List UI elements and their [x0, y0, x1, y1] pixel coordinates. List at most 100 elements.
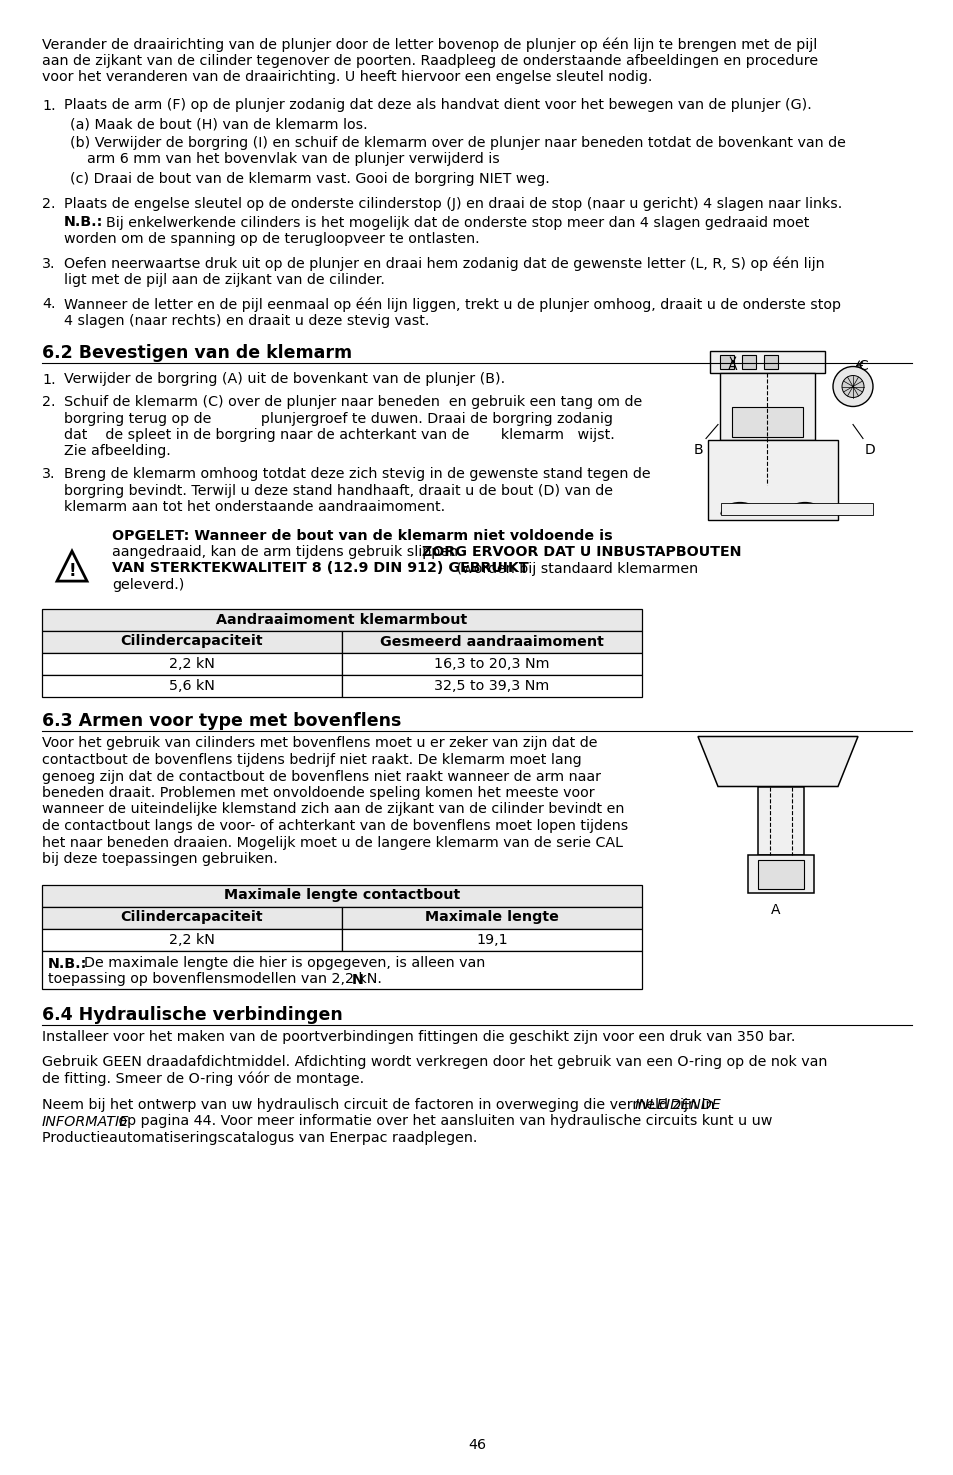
- Text: Schuif de klemarm (C) over de plunjer naar beneden  en gebruik een tang om de: Schuif de klemarm (C) over de plunjer na…: [64, 395, 641, 409]
- Text: 6.3 Armen voor type met bovenflens: 6.3 Armen voor type met bovenflens: [42, 712, 401, 730]
- Text: A: A: [727, 358, 737, 373]
- Text: (c) Draai de bout van de klemarm vast. Gooi de borgring NIET weg.: (c) Draai de bout van de klemarm vast. G…: [70, 173, 549, 186]
- Text: borgring bevindt. Terwijl u deze stand handhaaft, draait u de bout (D) van de: borgring bevindt. Terwijl u deze stand h…: [64, 484, 613, 497]
- Text: 2,2 kN: 2,2 kN: [169, 656, 214, 671]
- Text: 5,6 kN: 5,6 kN: [169, 678, 214, 692]
- Bar: [42, 630, 341, 652]
- Bar: [341, 630, 641, 652]
- Bar: [720, 354, 733, 369]
- Text: (a) Maak de bout (H) van de klemarm los.: (a) Maak de bout (H) van de klemarm los.: [70, 117, 367, 131]
- Text: Voor het gebruik van cilinders met bovenflens moet u er zeker van zijn dat de: Voor het gebruik van cilinders met boven…: [42, 736, 597, 751]
- Text: Aandraaimoment klemarmbout: Aandraaimoment klemarmbout: [216, 612, 467, 627]
- Text: 2.: 2.: [42, 395, 55, 409]
- Text: Plaats de arm (F) op de plunjer zodanig dat deze als handvat dient voor het bewe: Plaats de arm (F) op de plunjer zodanig …: [64, 99, 811, 112]
- Bar: [731, 407, 802, 437]
- Text: Wanneer de letter en de pijl eenmaal op één lijn liggen, trekt u de plunjer omho: Wanneer de letter en de pijl eenmaal op …: [64, 298, 841, 313]
- Text: op pagina 44. Voor meer informatie over het aansluiten van hydraulische circuits: op pagina 44. Voor meer informatie over …: [113, 1115, 772, 1128]
- Text: 32,5 to 39,3 Nm: 32,5 to 39,3 Nm: [434, 678, 549, 692]
- Text: 4 slagen (naar rechts) en draait u deze stevig vast.: 4 slagen (naar rechts) en draait u deze …: [64, 314, 429, 327]
- Text: 2.: 2.: [42, 198, 55, 211]
- Text: de fitting. Smeer de O-ring vóór de montage.: de fitting. Smeer de O-ring vóór de mont…: [42, 1071, 364, 1086]
- Bar: [341, 652, 641, 674]
- Text: 19,1: 19,1: [476, 932, 507, 947]
- Text: worden om de spanning op de terugloopveer te ontlasten.: worden om de spanning op de terugloopvee…: [64, 232, 479, 246]
- Text: arm 6 mm van het bovenvlak van de plunjer verwijderd is: arm 6 mm van het bovenvlak van de plunje…: [87, 152, 499, 167]
- Text: de contactbout langs de voor- of achterkant van de bovenflens moet lopen tijdens: de contactbout langs de voor- of achterk…: [42, 819, 628, 833]
- Text: INLEIDENDE: INLEIDENDE: [635, 1097, 721, 1112]
- Text: Verwijder de borgring (A) uit de bovenkant van de plunjer (B).: Verwijder de borgring (A) uit de bovenka…: [64, 373, 504, 386]
- Text: OPGELET: Wanneer de bout van de klemarm niet voldoende is: OPGELET: Wanneer de bout van de klemarm …: [112, 528, 612, 543]
- Text: geleverd.): geleverd.): [112, 578, 184, 591]
- Text: aangedraaid, kan de arm tijdens gebruik slippen.: aangedraaid, kan de arm tijdens gebruik …: [112, 544, 467, 559]
- Text: (b) Verwijder de borgring (I) en schuif de klemarm over de plunjer naar beneden : (b) Verwijder de borgring (I) en schuif …: [70, 136, 845, 149]
- Bar: [747, 854, 813, 892]
- Text: 1.: 1.: [42, 373, 55, 386]
- Text: 4.: 4.: [42, 298, 55, 311]
- Bar: [341, 928, 641, 950]
- Text: ZORG ERVOOR DAT U INBUSTAPBOUTEN: ZORG ERVOOR DAT U INBUSTAPBOUTEN: [421, 544, 740, 559]
- Text: N.B.:: N.B.:: [64, 215, 103, 230]
- Bar: [42, 652, 341, 674]
- Bar: [763, 354, 778, 369]
- Bar: [758, 786, 803, 854]
- Text: !: !: [68, 562, 75, 580]
- Bar: [42, 609, 641, 630]
- Bar: [42, 907, 341, 928]
- Text: N: N: [352, 972, 363, 987]
- Bar: [42, 928, 341, 950]
- Text: klemarm aan tot het onderstaande aandraaimoment.: klemarm aan tot het onderstaande aandraa…: [64, 500, 445, 513]
- Bar: [709, 351, 824, 373]
- Bar: [42, 885, 641, 907]
- Text: Cilindercapaciteit: Cilindercapaciteit: [121, 910, 263, 925]
- Text: ligt met de pijl aan de zijkant van de cilinder.: ligt met de pijl aan de zijkant van de c…: [64, 273, 384, 288]
- Text: 2,2 kN: 2,2 kN: [169, 932, 214, 947]
- Bar: [720, 503, 872, 515]
- Text: bij deze toepassingen gebruiken.: bij deze toepassingen gebruiken.: [42, 853, 277, 866]
- Text: A: A: [770, 903, 780, 916]
- Text: Breng de klemarm omhoog totdat deze zich stevig in de gewenste stand tegen de: Breng de klemarm omhoog totdat deze zich…: [64, 468, 650, 481]
- Text: beneden draait. Problemen met onvoldoende speling komen het meeste voor: beneden draait. Problemen met onvoldoend…: [42, 786, 594, 799]
- Text: Plaats de engelse sleutel op de onderste cilinderstop (J) en draai de stop (naar: Plaats de engelse sleutel op de onderste…: [64, 198, 841, 211]
- Text: 46: 46: [468, 1438, 485, 1451]
- Text: D: D: [864, 442, 875, 456]
- Text: Bij enkelwerkende cilinders is het mogelijk dat de onderste stop meer dan 4 slag: Bij enkelwerkende cilinders is het mogel…: [106, 215, 808, 230]
- Text: Maximale lengte contactbout: Maximale lengte contactbout: [224, 888, 459, 903]
- Text: B: B: [693, 442, 703, 456]
- Text: 1.: 1.: [42, 99, 55, 112]
- Text: genoeg zijn dat de contactbout de bovenflens niet raakt wanneer de arm naar: genoeg zijn dat de contactbout de bovenf…: [42, 770, 600, 783]
- Text: De maximale lengte die hier is opgegeven, is alleen van: De maximale lengte die hier is opgegeven…: [84, 956, 485, 971]
- Bar: [720, 373, 814, 440]
- Bar: [42, 674, 341, 696]
- Polygon shape: [698, 736, 857, 786]
- Bar: [341, 674, 641, 696]
- Bar: [341, 907, 641, 928]
- Text: Gesmeerd aandraaimoment: Gesmeerd aandraaimoment: [379, 634, 603, 649]
- Text: VAN STERKTEKWALITEIT 8 (12.9 DIN 912) GEBRUIKT: VAN STERKTEKWALITEIT 8 (12.9 DIN 912) GE…: [112, 562, 528, 575]
- Text: 6.2 Bevestigen van de klemarm: 6.2 Bevestigen van de klemarm: [42, 345, 352, 363]
- Text: dat    de spleet in de borgring naar de achterkant van de       klemarm   wijst.: dat de spleet in de borgring naar de ach…: [64, 428, 614, 442]
- Bar: [741, 354, 755, 369]
- Text: toepassing op bovenflensmodellen van 2,2 kN.: toepassing op bovenflensmodellen van 2,2…: [48, 972, 381, 987]
- Text: (worden bij standaard klemarmen: (worden bij standaard klemarmen: [452, 562, 698, 575]
- Circle shape: [832, 366, 872, 407]
- Text: 3.: 3.: [42, 257, 55, 270]
- Bar: [707, 440, 837, 519]
- Text: Installeer voor het maken van de poortverbindingen fittingen die geschikt zijn v: Installeer voor het maken van de poortve…: [42, 1031, 795, 1044]
- Text: 16,3 to 20,3 Nm: 16,3 to 20,3 Nm: [434, 656, 549, 671]
- Text: Zie afbeelding.: Zie afbeelding.: [64, 444, 171, 459]
- Text: INFORMATIE: INFORMATIE: [42, 1115, 129, 1128]
- Text: Productieautomatiseringscatalogus van Enerpac raadplegen.: Productieautomatiseringscatalogus van En…: [42, 1131, 477, 1145]
- Text: Oefen neerwaartse druk uit op de plunjer en draai hem zodanig dat de gewenste le: Oefen neerwaartse druk uit op de plunjer…: [64, 257, 823, 271]
- Text: contactbout de bovenflens tijdens bedrijf niet raakt. De klemarm moet lang: contactbout de bovenflens tijdens bedrij…: [42, 754, 581, 767]
- Text: Maximale lengte: Maximale lengte: [425, 910, 558, 925]
- Bar: [42, 950, 641, 988]
- Text: Neem bij het ontwerp van uw hydraulisch circuit de factoren in overweging die ve: Neem bij het ontwerp van uw hydraulisch …: [42, 1097, 719, 1112]
- Text: het naar beneden draaien. Mogelijk moet u de langere klemarm van de serie CAL: het naar beneden draaien. Mogelijk moet …: [42, 835, 622, 850]
- Text: Cilindercapaciteit: Cilindercapaciteit: [121, 634, 263, 649]
- Text: N.B.:: N.B.:: [48, 956, 88, 971]
- Text: voor het veranderen van de draairichting. U heeft hiervoor een engelse sleutel n: voor het veranderen van de draairichting…: [42, 69, 652, 84]
- Text: 3.: 3.: [42, 468, 55, 481]
- Text: Gebruik GEEN draadafdichtmiddel. Afdichting wordt verkregen door het gebruik van: Gebruik GEEN draadafdichtmiddel. Afdicht…: [42, 1055, 826, 1069]
- Text: 6.4 Hydraulische verbindingen: 6.4 Hydraulische verbindingen: [42, 1006, 342, 1025]
- Text: borgring terug op de           plunjergroef te duwen. Draai de borgring zodanig: borgring terug op de plunjergroef te duw…: [64, 412, 612, 425]
